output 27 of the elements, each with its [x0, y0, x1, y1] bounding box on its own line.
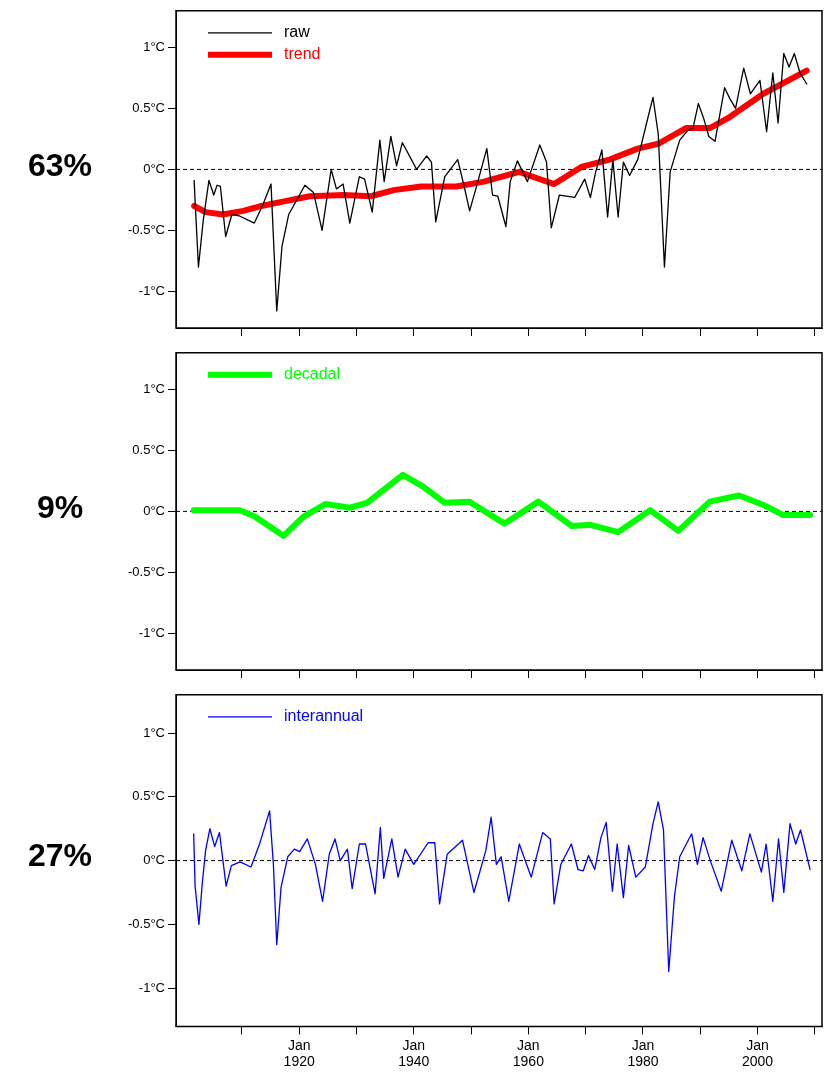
legend-label: trend [284, 45, 321, 63]
y-tick-label: -0.5°C [128, 563, 165, 579]
x-tick-label: Jan 1940 [398, 1036, 430, 1070]
y-tick-label: -0.5°C [128, 221, 165, 237]
x-tick-label: Jan 1980 [627, 1036, 659, 1070]
legend-label: decadal [284, 365, 341, 383]
x-tick-label: Jan 1920 [283, 1036, 315, 1070]
y-tick-label: -1°C [138, 282, 165, 298]
y-tick-label: -1°C [138, 624, 165, 640]
y-tick-label: -1°C [138, 979, 165, 995]
y-tick-label: 1°C [143, 380, 165, 396]
text: 27% [27, 836, 93, 874]
y-tick-label: 0.5°C [132, 99, 165, 115]
y-tick-label: 0°C [143, 502, 165, 518]
legend-label: interannual [284, 707, 364, 725]
y-tick-label: 0°C [143, 852, 165, 868]
y-tick-label: 0.5°C [132, 441, 165, 457]
text: 63% [27, 146, 93, 184]
text: 9% [36, 488, 84, 526]
y-tick-label: 0.5°C [132, 788, 165, 804]
y-tick-label: 0°C [143, 160, 165, 176]
x-tick-label: Jan 2000 [741, 1036, 774, 1070]
y-tick-label: 1°C [143, 724, 165, 740]
x-tick-label: Jan 1960 [512, 1036, 545, 1070]
y-tick-label: 1°C [143, 38, 165, 54]
y-tick-label: -0.5°C [128, 915, 165, 931]
legend-label: raw [284, 23, 311, 41]
